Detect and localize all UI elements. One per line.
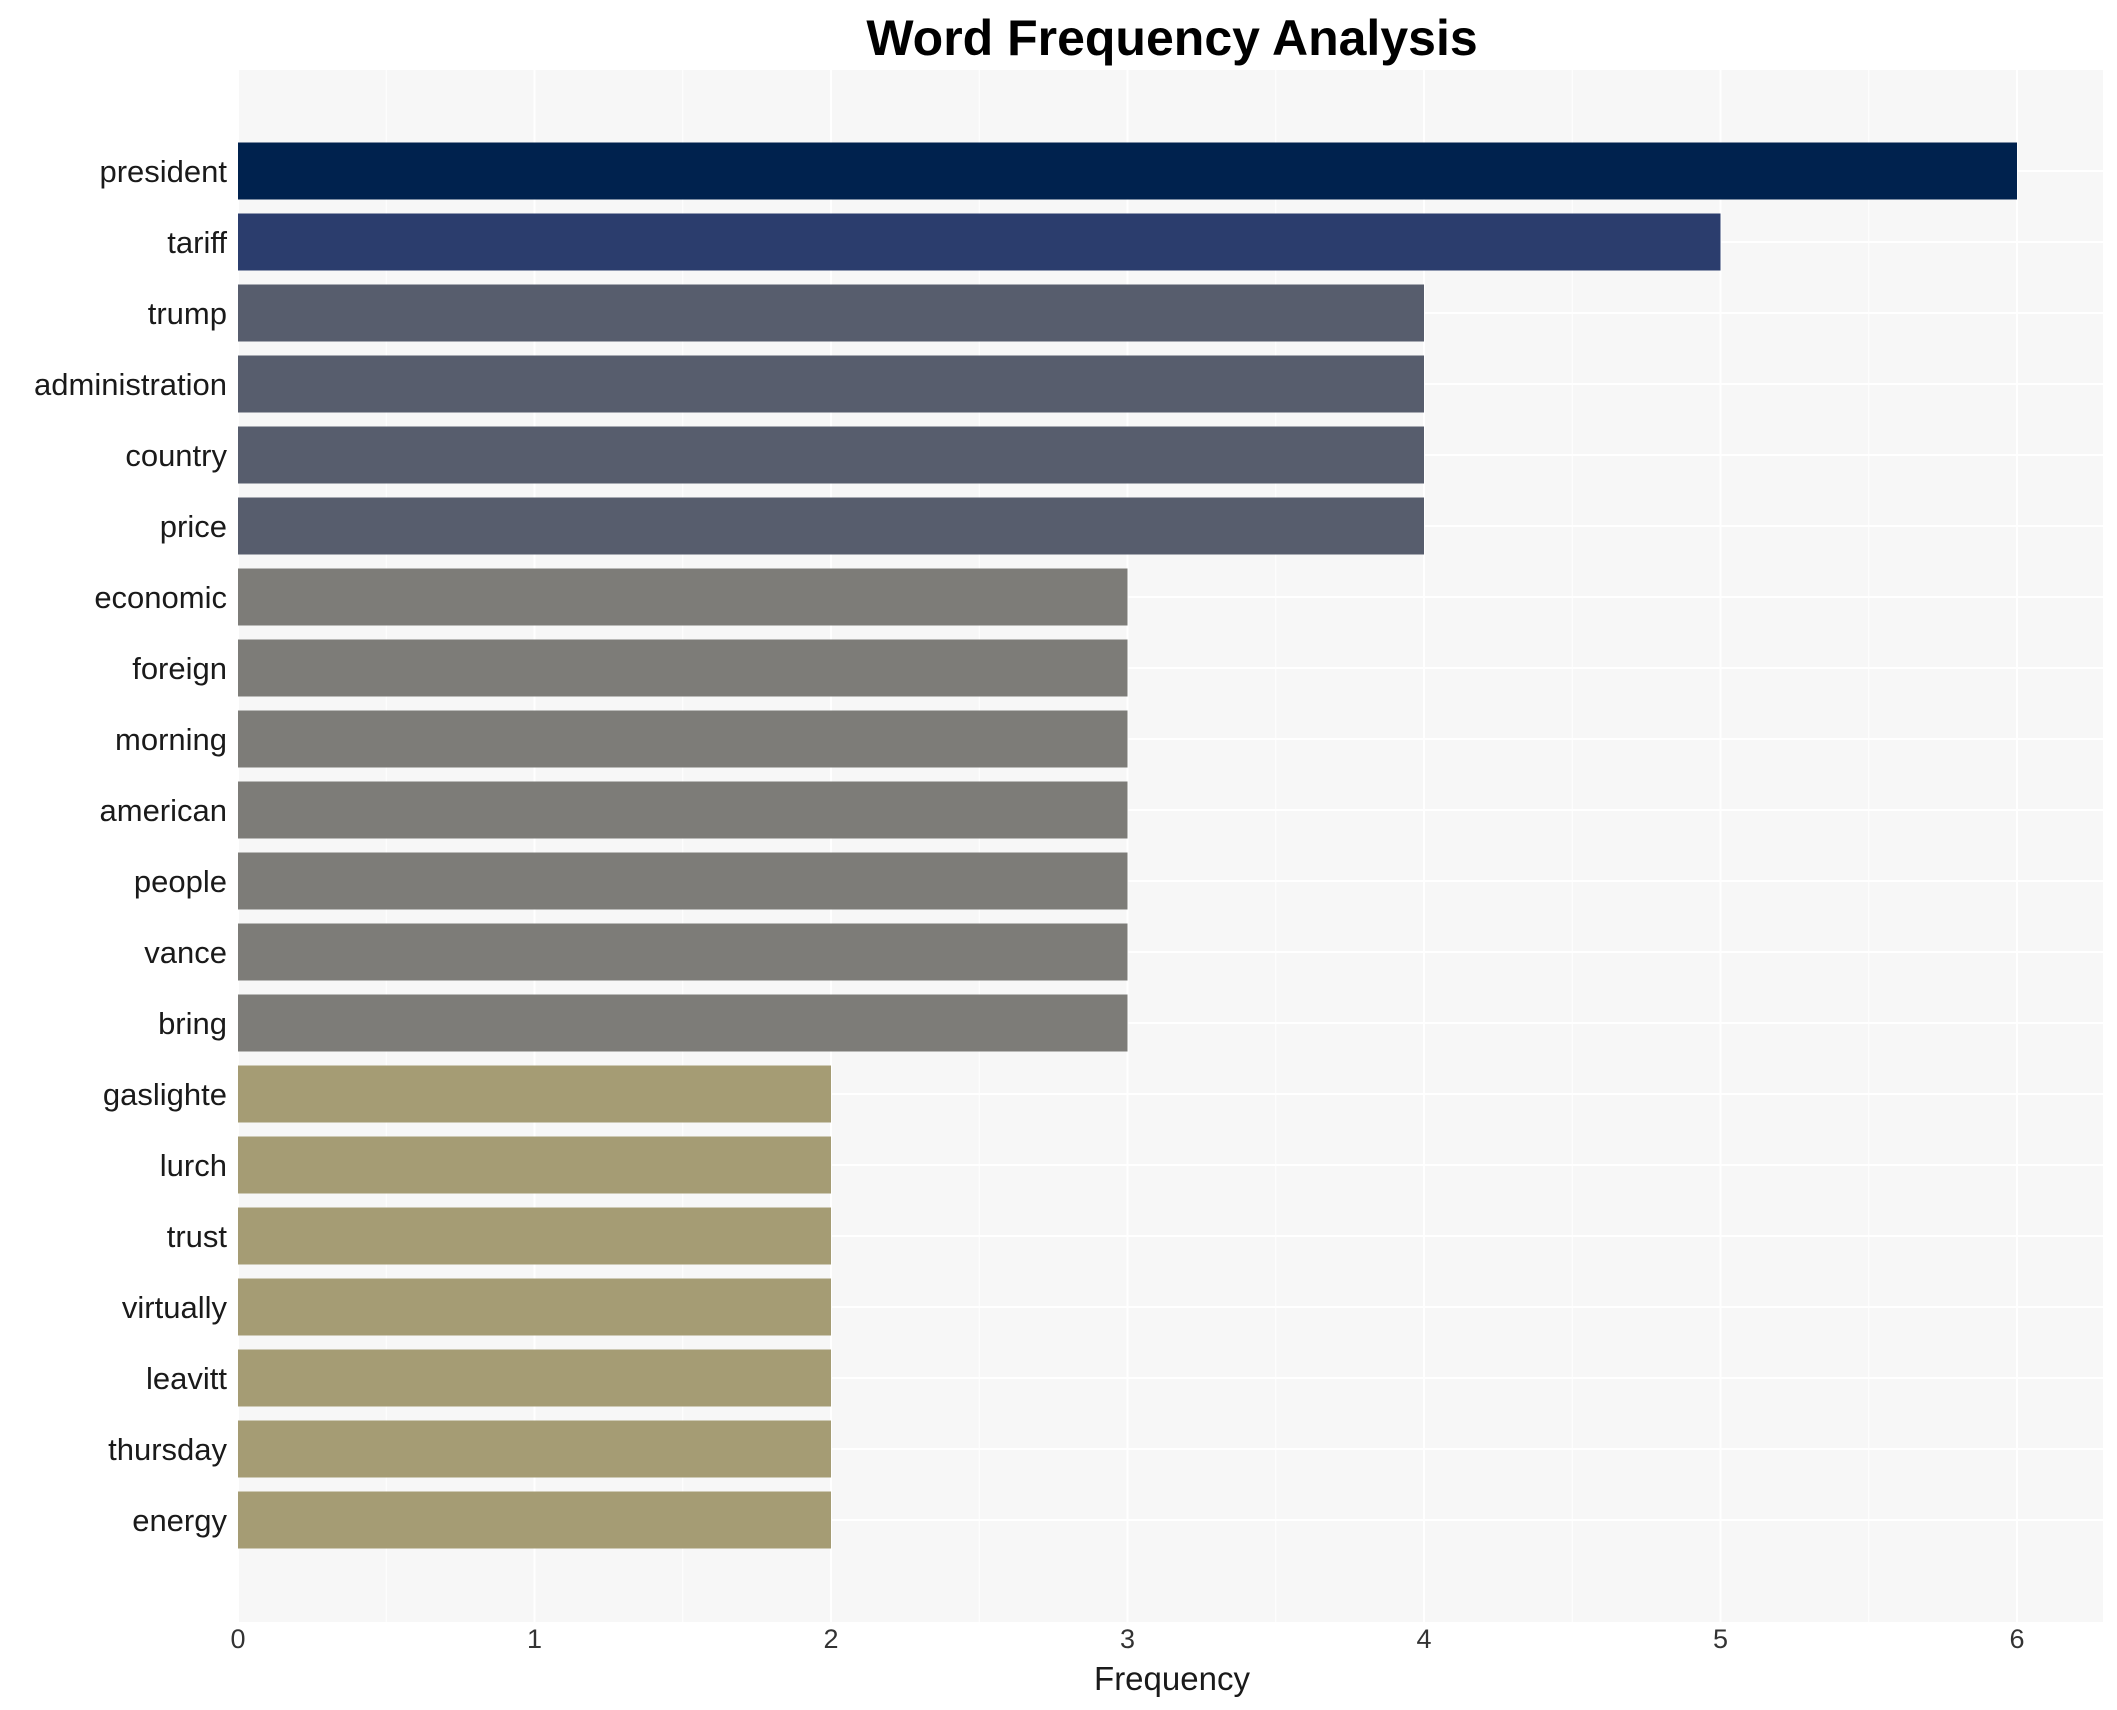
bar-lurch: [238, 1136, 831, 1194]
category-label: gaslighte: [103, 1077, 227, 1112]
bar-bring: [238, 994, 1128, 1052]
x-tick-label: 0: [230, 1624, 245, 1654]
category-label: morning: [115, 722, 227, 757]
chart-title: Word Frequency Analysis: [866, 10, 1477, 66]
bars: [238, 142, 2017, 1549]
bar-trump: [238, 284, 1424, 342]
bar-price: [238, 497, 1424, 555]
category-label: foreign: [132, 651, 227, 686]
category-label: economic: [94, 580, 227, 615]
bar-thursday: [238, 1420, 831, 1478]
bar-virtually: [238, 1278, 831, 1336]
bar-gaslighte: [238, 1065, 831, 1123]
bar-energy: [238, 1491, 831, 1549]
bar-tariff: [238, 213, 1721, 271]
category-label: leavitt: [146, 1361, 227, 1396]
category-label: people: [134, 864, 227, 899]
category-label: president: [99, 154, 227, 189]
bar-american: [238, 781, 1128, 839]
category-label: price: [160, 509, 227, 544]
category-label: lurch: [160, 1148, 227, 1183]
category-label: bring: [158, 1006, 227, 1041]
x-tick-label: 1: [527, 1624, 542, 1654]
bar-foreign: [238, 639, 1128, 697]
category-label: thursday: [108, 1432, 227, 1467]
category-label: vance: [144, 935, 227, 970]
bar-economic: [238, 568, 1128, 626]
bar-vance: [238, 923, 1128, 981]
category-label: virtually: [122, 1290, 228, 1325]
bar-administration: [238, 355, 1424, 413]
x-tick-label: 6: [2009, 1624, 2024, 1654]
bar-trust: [238, 1207, 831, 1265]
category-labels: president tariff trump administration countr…: [34, 154, 227, 1538]
category-label: tariff: [167, 225, 227, 260]
bar-country: [238, 426, 1424, 484]
bar-leavitt: [238, 1349, 831, 1407]
x-axis-title: Frequency: [1094, 1660, 1250, 1697]
bar-morning: [238, 710, 1128, 768]
category-label: administration: [34, 367, 227, 402]
x-tick-labels: 0 1 2 3 4 5 6: [230, 1624, 2024, 1654]
category-label: energy: [132, 1503, 227, 1538]
x-tick-label: 2: [823, 1624, 838, 1654]
bar-president: [238, 142, 2017, 200]
x-tick-label: 3: [1120, 1624, 1135, 1654]
bar-people: [238, 852, 1128, 910]
category-label: trust: [167, 1219, 228, 1254]
category-label: american: [100, 793, 228, 828]
x-tick-label: 5: [1713, 1624, 1728, 1654]
category-label: country: [125, 438, 227, 473]
category-label: trump: [148, 296, 227, 331]
x-tick-label: 4: [1416, 1624, 1431, 1654]
